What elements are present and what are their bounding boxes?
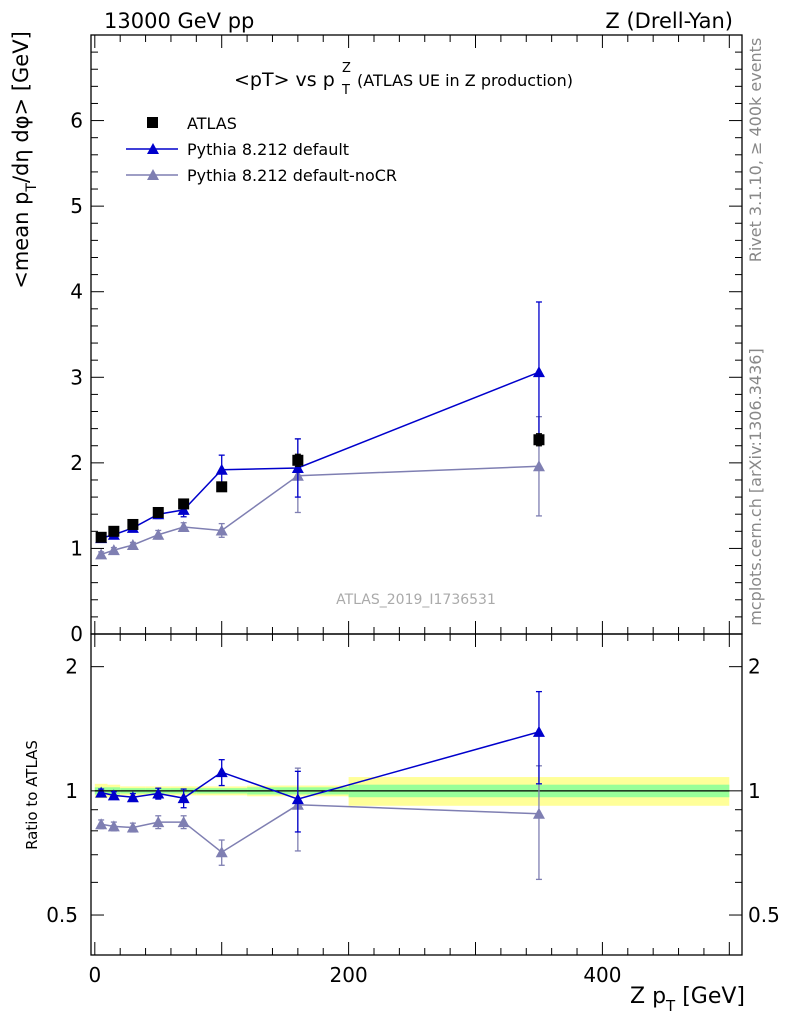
- main-series-layer: [95, 301, 545, 560]
- ratio-point-default: [177, 792, 190, 804]
- ratio-point-default: [291, 793, 304, 805]
- main-ytick-label: 5: [70, 194, 83, 218]
- main-point-atlas: [95, 531, 107, 543]
- ratio-series-layer: [95, 690, 545, 881]
- main-point-atlas: [178, 498, 190, 510]
- analysis-watermark: ATLAS_2019_I1736531: [336, 592, 496, 608]
- main-ytick-label: 0: [70, 622, 83, 646]
- legend-marker-atlas: [147, 117, 158, 128]
- main-point-nocr: [152, 528, 165, 540]
- main-title: <pT> vs p T Z (ATLAS UE in Z production): [234, 61, 573, 98]
- ratio-frame: [90, 633, 743, 956]
- ratio-point-default: [107, 789, 120, 801]
- ratio-ytick-label: 1: [65, 779, 78, 803]
- header-right: Z (Drell-Yan): [605, 9, 733, 33]
- svg-text:Z pT [GeV]: Z pT [GeV]: [630, 984, 745, 1015]
- legend-marker-nocr: [147, 169, 159, 180]
- x-axis-label-c: [GeV]: [675, 984, 745, 1009]
- main-ytick-label: 1: [70, 536, 83, 560]
- ratio-ytick-label: 0.5: [46, 903, 78, 927]
- ratio-point-default: [532, 725, 545, 737]
- rivet-label: Rivet 3.1.10, ≥ 400k events: [746, 38, 765, 263]
- ratio-line-nocr: [101, 804, 539, 854]
- ratio-xtick-label: 200: [330, 963, 368, 987]
- main-point-atlas: [152, 506, 164, 518]
- ratio-ytick-label-right: 1: [748, 779, 761, 803]
- legend-label-default: Pythia 8.212 default: [187, 140, 349, 159]
- main-ytick-label: 4: [70, 280, 83, 304]
- ratio-point-default: [95, 786, 108, 798]
- main-point-default: [215, 463, 228, 475]
- ratio-point-default: [126, 791, 139, 803]
- ratio-point-default: [152, 787, 165, 799]
- ratio-ytick-label-right: 2: [748, 655, 761, 679]
- legend: ATLAS Pythia 8.212 default Pythia 8.212 …: [126, 114, 397, 185]
- ratio-point-nocr: [532, 807, 545, 819]
- ratio-point-nocr: [177, 816, 190, 828]
- ratio-xtick-label: 0: [88, 963, 101, 987]
- ratio-ytick-label-right: 0.5: [748, 903, 780, 927]
- main-line-default: [100, 371, 540, 539]
- main-line-nocr: [100, 465, 539, 556]
- main-point-nocr: [177, 521, 190, 533]
- ratio-point-nocr: [152, 816, 165, 828]
- main-ylabel-sub: T: [24, 183, 40, 193]
- main-title-sup: Z: [342, 61, 351, 76]
- ratio-ylabel: Ratio to ATLAS: [23, 740, 41, 850]
- main-title-text: <pT> vs p: [234, 69, 335, 91]
- main-point-nocr: [215, 524, 228, 536]
- legend-marker-default: [147, 143, 159, 154]
- axes-layer: 0 1 2 3 4 5 6 0 200 400 0.5 0.5 1 1 2 2: [46, 34, 780, 987]
- main-title-note: (ATLAS UE in Z production): [357, 71, 573, 90]
- main-ytick-label: 3: [70, 365, 83, 389]
- main-point-atlas: [108, 525, 120, 537]
- main-point-atlas: [216, 481, 228, 493]
- ratio-point-default: [215, 766, 228, 778]
- main-point-default: [532, 366, 545, 378]
- main-ylabel-c: /dη dφ> [GeV]: [9, 31, 33, 183]
- main-point-default: [291, 461, 304, 473]
- main-ylabel-a: <mean p: [9, 192, 33, 289]
- ratio-xtick-label: 400: [583, 963, 621, 987]
- ratio-ytick-label: 2: [65, 655, 78, 679]
- x-axis-label: Z pT [GeV]: [630, 984, 745, 1015]
- x-axis-label-a: Z p: [630, 984, 666, 1009]
- main-point-nocr: [126, 539, 139, 551]
- main-point-atlas: [127, 518, 139, 530]
- header-left: 13000 GeV pp: [104, 9, 254, 33]
- ratio-reference-band: [94, 777, 730, 806]
- main-ytick-label: 2: [70, 451, 83, 475]
- main-point-nocr: [532, 460, 545, 472]
- ratio-point-nocr: [126, 821, 139, 833]
- legend-label-nocr: Pythia 8.212 default-noCR: [187, 166, 397, 185]
- mcplots-label: mcplots.cern.ch [arXiv:1306.3436]: [746, 348, 765, 625]
- main-ytick-label: 6: [70, 109, 83, 133]
- main-ylabel: <mean pT/dη dφ> [GeV]: [9, 31, 40, 289]
- main-point-atlas: [292, 454, 304, 466]
- legend-label-atlas: ATLAS: [187, 114, 237, 133]
- ratio-point-nocr: [215, 846, 228, 858]
- ratio-point-nocr: [95, 818, 108, 830]
- main-point-atlas: [533, 434, 545, 446]
- main-point-nocr: [95, 548, 108, 560]
- svg-text:<mean pT/dη dφ> [GeV]: <mean pT/dη dφ> [GeV]: [9, 31, 40, 289]
- main-point-nocr: [107, 544, 120, 556]
- main-title-sub: T: [341, 83, 350, 98]
- x-axis-label-sub: T: [665, 997, 676, 1015]
- ratio-point-nocr: [107, 820, 120, 832]
